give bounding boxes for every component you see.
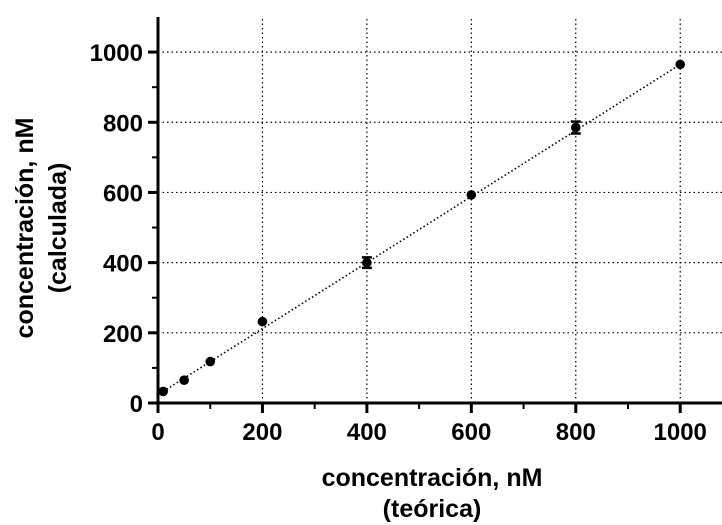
fit-line — [162, 63, 681, 393]
data-point-5 — [466, 190, 477, 200]
y-tick-label-400: 400 — [103, 251, 143, 278]
y-tick-label-0: 0 — [130, 391, 143, 418]
y-tick-label-200: 200 — [103, 321, 143, 348]
y-tick-label-1000: 1000 — [90, 40, 143, 67]
y-axis-title-line-1: concentración, nM — [11, 118, 39, 339]
grid-lines — [158, 17, 722, 403]
x-tick-label-600: 600 — [451, 419, 491, 446]
data-point-1 — [179, 375, 189, 385]
data-point-2 — [205, 356, 216, 367]
x-tick-label-0: 0 — [151, 419, 164, 446]
x-tick-label-400: 400 — [347, 419, 387, 446]
x-tick-label-800: 800 — [556, 419, 596, 446]
data-point-7 — [675, 59, 686, 70]
x-tick-label-1000: 1000 — [654, 419, 707, 446]
y-tick-label-800: 800 — [103, 110, 143, 137]
data-point-6 — [570, 122, 581, 133]
axes — [148, 17, 722, 413]
x-axis-title-line-2: (teórica) — [383, 495, 482, 523]
x-tick-label-200: 200 — [242, 419, 282, 446]
tick-labels: 0 200 400 600 800 1000 0 200 400 600 800 1000 — [90, 40, 707, 446]
fit-line-group — [162, 63, 681, 393]
data-point-0 — [158, 386, 169, 397]
data-points — [158, 59, 686, 397]
data-point-4 — [362, 257, 372, 268]
y-axis-title-line-2: (calculada) — [44, 163, 72, 294]
y-tick-label-600: 600 — [103, 180, 143, 207]
data-point-3 — [257, 316, 268, 327]
x-axis-title-line-1: concentración, nM — [322, 464, 543, 492]
